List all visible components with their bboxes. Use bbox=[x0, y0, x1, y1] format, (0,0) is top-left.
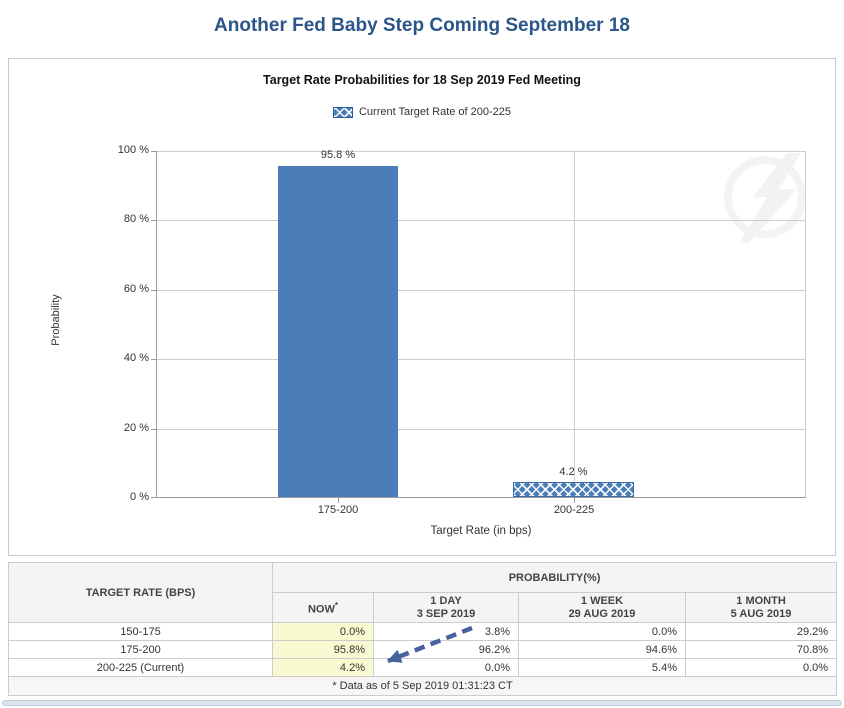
now-footnote-mark: * bbox=[334, 600, 338, 610]
col-header-now: NOW* bbox=[272, 592, 374, 623]
gridline bbox=[156, 151, 806, 152]
col-header-1day: 1 DAY 3 SEP 2019 bbox=[373, 592, 519, 623]
week1-value-cell: 5.4% bbox=[518, 658, 686, 677]
day1-value-cell: 3.8% bbox=[373, 622, 519, 641]
week1-value-cell: 94.6% bbox=[518, 640, 686, 659]
y-tick-mark bbox=[151, 359, 156, 360]
period-date: 3 SEP 2019 bbox=[416, 607, 476, 620]
now-value-cell: 0.0% bbox=[272, 622, 374, 641]
y-tick-mark bbox=[151, 151, 156, 152]
y-tick-label: 80 % bbox=[123, 213, 149, 225]
y-tick-label: 100 % bbox=[117, 144, 149, 156]
period-label: 1 DAY bbox=[430, 594, 462, 607]
table-row: 200-225 (Current) 4.2% 0.0% 5.4% 0.0% bbox=[8, 658, 838, 677]
month1-value-cell: 29.2% bbox=[684, 622, 838, 641]
col-header-probability: PROBABILITY(%) bbox=[271, 562, 838, 593]
y-tick-label: 20 % bbox=[123, 422, 149, 434]
chart-title: Target Rate Probabilities for 18 Sep 201… bbox=[263, 73, 581, 87]
col-header-1month: 1 MONTH 5 AUG 2019 bbox=[684, 592, 838, 623]
col-header-target-rate: TARGET RATE (BPS) bbox=[8, 562, 273, 623]
gridline bbox=[156, 429, 806, 430]
period-date: 29 AUG 2019 bbox=[568, 607, 636, 620]
table-row: 150-175 0.0% 3.8% 0.0% 29.2% bbox=[8, 622, 838, 641]
y-tick-label: 40 % bbox=[123, 352, 149, 364]
y-tick-mark bbox=[151, 497, 156, 498]
now-label: NOW bbox=[307, 603, 335, 616]
y-tick-mark bbox=[151, 290, 156, 291]
plot-area: 95.8 % 4.2 % bbox=[151, 149, 806, 503]
gridline bbox=[805, 151, 806, 498]
chart-panel: Target Rate Probabilities for 18 Sep 201… bbox=[8, 58, 836, 556]
week1-value-cell: 0.0% bbox=[518, 622, 686, 641]
period-date: 5 AUG 2019 bbox=[730, 607, 792, 620]
x-tick-mark bbox=[574, 498, 575, 503]
table-footnote: * Data as of 5 Sep 2019 01:31:23 CT bbox=[7, 676, 838, 696]
col-header-1week: 1 WEEK 29 AUG 2019 bbox=[518, 592, 686, 623]
month1-value-cell: 0.0% bbox=[684, 658, 838, 677]
x-tick-mark bbox=[338, 498, 339, 503]
page-title: Another Fed Baby Step Coming September 1… bbox=[214, 15, 630, 36]
x-axis-title: Target Rate (in bps) bbox=[430, 525, 532, 537]
gridline bbox=[156, 290, 806, 291]
bar-value-label: 4.2 % bbox=[559, 466, 588, 478]
chart-legend: Current Target Rate of 200-225 bbox=[9, 106, 835, 118]
legend-label: Current Target Rate of 200-225 bbox=[358, 106, 512, 118]
bar-175-200: 95.8 % bbox=[278, 149, 398, 497]
period-label: 1 MONTH bbox=[736, 594, 786, 607]
rate-range-cell: 200-225 (Current) bbox=[8, 658, 273, 677]
bar-value-label: 95.8 % bbox=[320, 149, 356, 161]
gridline bbox=[156, 220, 806, 221]
x-axis-line bbox=[156, 497, 806, 498]
probability-table: TARGET RATE (BPS) PROBABILITY(%) NOW* 1 … bbox=[7, 562, 838, 696]
now-value-cell: 4.2% bbox=[272, 658, 374, 677]
y-axis-title: Probability bbox=[50, 294, 62, 346]
rate-range-cell: 175-200 bbox=[8, 640, 273, 659]
y-tick-mark bbox=[151, 220, 156, 221]
day1-value-cell: 96.2% bbox=[373, 640, 519, 659]
y-tick-mark bbox=[151, 429, 156, 430]
horizontal-scrollbar[interactable] bbox=[2, 700, 842, 706]
x-tick-label: 175-200 bbox=[317, 504, 359, 516]
month1-value-cell: 70.8% bbox=[684, 640, 838, 659]
now-value-cell: 95.8% bbox=[272, 640, 374, 659]
gridline bbox=[156, 359, 806, 360]
crosshatch-legend-swatch-icon bbox=[332, 106, 353, 118]
table-row: 175-200 95.8% 96.2% 94.6% 70.8% bbox=[8, 640, 838, 659]
rate-range-cell: 150-175 bbox=[8, 622, 273, 641]
gridline bbox=[574, 151, 575, 498]
x-tick-label: 200-225 bbox=[553, 504, 595, 516]
bar-200-225: 4.2 % bbox=[513, 466, 634, 497]
y-tick-label: 60 % bbox=[123, 283, 149, 295]
day1-value-cell: 0.0% bbox=[373, 658, 519, 677]
y-tick-label: 0 % bbox=[130, 491, 149, 503]
period-label: 1 WEEK bbox=[580, 594, 624, 607]
y-axis-line bbox=[156, 151, 157, 498]
